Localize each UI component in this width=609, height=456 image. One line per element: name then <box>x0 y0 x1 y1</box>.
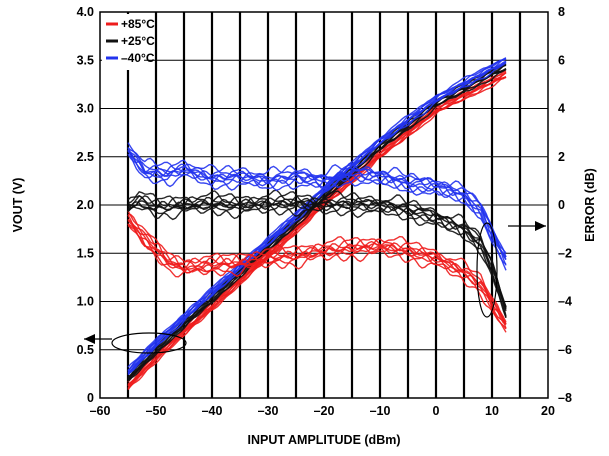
legend-label: +25°C <box>121 34 155 48</box>
y-tick-label: 3.5 <box>77 53 94 67</box>
y2-tick-label: –4 <box>558 295 572 309</box>
x-tick-label: 20 <box>541 404 555 418</box>
x-tick-label: –40 <box>202 404 223 418</box>
y2-axis-title: ERROR (dB) <box>583 168 597 242</box>
y-tick-label: 0 <box>87 391 94 405</box>
y-tick-label: 3.0 <box>77 102 94 116</box>
x-axis-title: INPUT AMPLITUDE (dBm) <box>248 433 401 447</box>
y2-axis-ticks: –8 –6 –4 –2 0 2 4 6 8 <box>558 5 572 405</box>
x-tick-label: –30 <box>258 404 279 418</box>
annotations <box>84 221 546 354</box>
x-tick-label: –50 <box>146 404 167 418</box>
legend: +85°C +25°C –40°C <box>102 14 155 70</box>
series-line <box>127 210 507 326</box>
series-line <box>127 223 507 333</box>
legend-label: +85°C <box>121 17 155 31</box>
y-tick-label: 1.5 <box>77 246 94 260</box>
y-tick-label: 4.0 <box>77 5 94 19</box>
error-callout-ellipse <box>476 222 498 318</box>
x-tick-label: 10 <box>485 404 499 418</box>
y-axis-title: VOUT (V) <box>11 178 25 233</box>
x-axis-ticks: –60 –50 –40 –30 –20 –10 0 10 20 <box>90 404 555 418</box>
y2-tick-label: –6 <box>558 343 572 357</box>
y2-tick-label: 6 <box>558 53 565 67</box>
x-tick-label: –60 <box>90 404 111 418</box>
x-tick-label: 0 <box>433 404 440 418</box>
series-line <box>127 153 507 265</box>
series-line <box>127 218 507 324</box>
series-line <box>127 195 507 318</box>
y-tick-label: 1.0 <box>77 295 94 309</box>
y2-tick-label: –2 <box>558 246 572 260</box>
series-line <box>127 149 507 258</box>
series-line <box>127 198 507 317</box>
series-line <box>127 72 507 387</box>
vout-callout-arrowhead <box>84 334 95 344</box>
error-callout-arrowhead <box>535 221 546 231</box>
vout-callout-ellipse <box>111 332 187 354</box>
series-line <box>127 147 507 260</box>
series-lines <box>127 57 507 391</box>
x-tick-label: –20 <box>314 404 335 418</box>
y2-tick-label: 0 <box>558 198 565 212</box>
y2-tick-label: 2 <box>558 150 565 164</box>
y-tick-label: 2.5 <box>77 150 94 164</box>
y2-tick-label: 8 <box>558 5 565 19</box>
y-axis-ticks: 0 0.5 1.0 1.5 2.0 2.5 3.0 3.5 4.0 <box>77 5 94 405</box>
y-tick-label: 2.0 <box>77 198 94 212</box>
series-line <box>127 58 507 368</box>
plot-frame <box>99 11 549 399</box>
legend-label: –40°C <box>121 51 155 65</box>
y-tick-label: 0.5 <box>77 343 94 357</box>
series-line <box>127 189 507 310</box>
y2-tick-label: 4 <box>558 102 565 116</box>
y2-tick-label: –8 <box>558 391 572 405</box>
x-tick-label: –10 <box>370 404 391 418</box>
